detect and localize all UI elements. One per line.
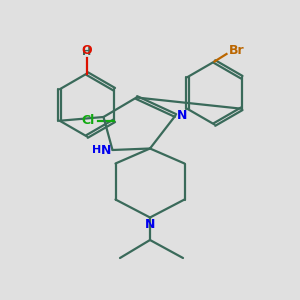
Text: Cl: Cl <box>81 114 94 127</box>
Text: N: N <box>145 218 155 231</box>
Text: O: O <box>82 44 92 57</box>
Text: Br: Br <box>229 44 244 57</box>
Text: N: N <box>101 143 111 157</box>
Text: N: N <box>177 109 187 122</box>
Text: H: H <box>92 145 101 155</box>
Text: H: H <box>82 47 91 57</box>
